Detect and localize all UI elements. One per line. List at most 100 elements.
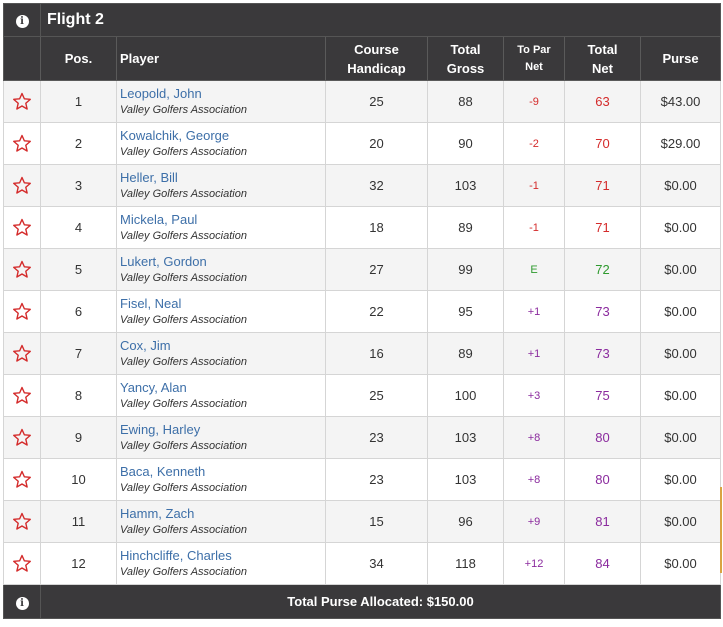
star-outline-icon[interactable] xyxy=(4,428,40,447)
purse-cell: $0.00 xyxy=(639,206,722,249)
star-outline-icon[interactable] xyxy=(4,344,40,363)
table-row: 3 Heller, Bill Valley Golfers Association 3… xyxy=(3,164,722,207)
total-net-cell: 80 xyxy=(564,416,641,459)
table-row: 8 Yancy, Alan Valley Golfers Association 25… xyxy=(3,374,722,417)
total-net-cell: 81 xyxy=(564,500,641,543)
position-cell: 10 xyxy=(40,458,117,501)
header-pos[interactable]: Pos. xyxy=(40,36,117,81)
player-name-link[interactable]: Hinchcliffe, Charles xyxy=(120,547,232,563)
info-icon[interactable]: i xyxy=(15,596,29,610)
flight-title-bar: i Flight 2 xyxy=(3,3,722,37)
player-club: Valley Golfers Association xyxy=(120,187,247,200)
total-gross-cell: 118 xyxy=(427,542,504,585)
player-name-link[interactable]: Cox, Jim xyxy=(120,337,171,353)
table-row: 6 Fisel, Neal Valley Golfers Association 22… xyxy=(3,290,722,333)
player-name-link[interactable]: Leopold, John xyxy=(120,85,202,101)
position-cell: 12 xyxy=(40,542,117,585)
header-to-par-net-line1: To Par xyxy=(517,43,551,56)
favorite-star-button[interactable] xyxy=(3,332,41,375)
total-gross-cell: 103 xyxy=(427,164,504,207)
star-outline-icon[interactable] xyxy=(4,92,40,111)
star-outline-icon[interactable] xyxy=(4,470,40,489)
purse-cell: $0.00 xyxy=(639,374,722,417)
total-net-cell: 80 xyxy=(564,458,641,501)
favorite-star-button[interactable] xyxy=(3,122,41,165)
header-total-gross[interactable]: Total Gross xyxy=(427,36,504,81)
player-club: Valley Golfers Association xyxy=(120,565,247,578)
player-cell: Cox, Jim Valley Golfers Association xyxy=(116,332,326,375)
star-outline-icon[interactable] xyxy=(4,176,40,195)
favorite-star-button[interactable] xyxy=(3,290,41,333)
player-club: Valley Golfers Association xyxy=(120,397,247,410)
info-icon[interactable]: i xyxy=(15,15,29,28)
star-outline-icon[interactable] xyxy=(4,554,40,573)
favorite-star-button[interactable] xyxy=(3,416,41,459)
star-outline-icon[interactable] xyxy=(4,302,40,321)
player-club: Valley Golfers Association xyxy=(120,103,247,116)
header-course-handicap-line2: Handicap xyxy=(347,60,406,76)
header-purse[interactable]: Purse xyxy=(639,36,722,81)
player-club: Valley Golfers Association xyxy=(120,271,247,284)
position-cell: 2 xyxy=(40,122,117,165)
to-par-net-cell: -1 xyxy=(503,206,565,249)
header-course-handicap-line1: Course xyxy=(354,41,399,57)
player-cell: Ewing, Harley Valley Golfers Association xyxy=(116,416,326,459)
player-cell: Baca, Kenneth Valley Golfers Association xyxy=(116,458,326,501)
player-name-link[interactable]: Kowalchik, George xyxy=(120,127,230,143)
favorite-star-button[interactable] xyxy=(3,248,41,291)
header-total-gross-line1: Total xyxy=(450,41,481,57)
player-name-link[interactable]: Fisel, Neal xyxy=(120,295,182,311)
total-net-cell: 71 xyxy=(564,206,641,249)
position-cell: 8 xyxy=(40,374,117,417)
favorite-star-button[interactable] xyxy=(3,164,41,207)
player-name-link[interactable]: Ewing, Harley xyxy=(120,421,201,437)
purse-cell: $43.00 xyxy=(639,80,722,123)
results-table: i Flight 2 Pos. Player Course Handicap T… xyxy=(3,3,722,619)
total-gross-cell: 88 xyxy=(427,80,504,123)
player-name-link[interactable]: Yancy, Alan xyxy=(120,379,187,395)
header-course-handicap[interactable]: Course Handicap xyxy=(325,36,428,81)
star-outline-icon[interactable] xyxy=(4,512,40,531)
header-to-par-net[interactable]: To Par Net xyxy=(503,36,565,81)
star-outline-icon[interactable] xyxy=(4,386,40,405)
player-name-link[interactable]: Mickela, Paul xyxy=(120,211,198,227)
star-outline-icon[interactable] xyxy=(4,218,40,237)
purse-cell: $0.00 xyxy=(639,416,722,459)
favorite-star-button[interactable] xyxy=(3,500,41,543)
flight-title: Flight 2 xyxy=(47,11,104,28)
player-cell: Fisel, Neal Valley Golfers Association xyxy=(116,290,326,333)
total-net-cell: 73 xyxy=(564,332,641,375)
star-outline-icon[interactable] xyxy=(4,260,40,279)
favorite-star-button[interactable] xyxy=(3,458,41,501)
player-name-link[interactable]: Baca, Kenneth xyxy=(120,463,206,479)
to-par-net-cell: +12 xyxy=(503,542,565,585)
table-row: 2 Kowalchik, George Valley Golfers Associa… xyxy=(3,122,722,165)
footer-info-cell[interactable]: i xyxy=(3,584,41,619)
favorite-star-button[interactable] xyxy=(3,542,41,585)
total-net-cell: 71 xyxy=(564,164,641,207)
flight-info-cell[interactable]: i xyxy=(3,3,41,37)
player-name-link[interactable]: Hamm, Zach xyxy=(120,505,195,521)
position-cell: 4 xyxy=(40,206,117,249)
total-gross-cell: 99 xyxy=(427,248,504,291)
favorite-star-button[interactable] xyxy=(3,80,41,123)
purse-cell: $29.00 xyxy=(639,122,722,165)
player-cell: Hamm, Zach Valley Golfers Association xyxy=(116,500,326,543)
total-gross-cell: 96 xyxy=(427,500,504,543)
player-cell: Hinchcliffe, Charles Valley Golfers Assoc… xyxy=(116,542,326,585)
total-gross-cell: 90 xyxy=(427,122,504,165)
star-outline-icon[interactable] xyxy=(4,134,40,153)
header-player[interactable]: Player xyxy=(116,36,326,81)
header-total-net[interactable]: Total Net xyxy=(564,36,641,81)
player-club: Valley Golfers Association xyxy=(120,439,247,452)
header-total-gross-line2: Gross xyxy=(446,60,485,76)
player-name-link[interactable]: Heller, Bill xyxy=(120,169,178,185)
position-cell: 3 xyxy=(40,164,117,207)
player-name-link[interactable]: Lukert, Gordon xyxy=(120,253,207,269)
table-row: 9 Ewing, Harley Valley Golfers Association… xyxy=(3,416,722,459)
favorite-star-button[interactable] xyxy=(3,374,41,417)
to-par-net-cell: -1 xyxy=(503,164,565,207)
header-total-net-line2: Net xyxy=(592,60,613,76)
favorite-star-button[interactable] xyxy=(3,206,41,249)
to-par-net-cell: +8 xyxy=(503,458,565,501)
